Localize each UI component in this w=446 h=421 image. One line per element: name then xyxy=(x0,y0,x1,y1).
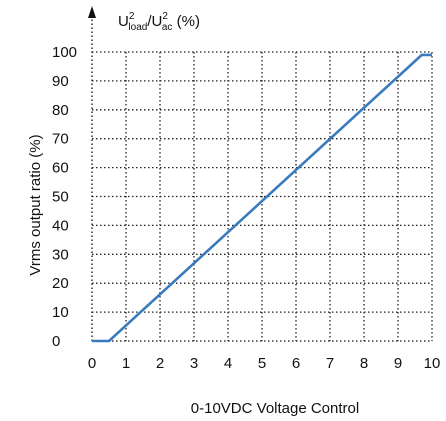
y-axis-top-label: U2 load/U2 ac (%) xyxy=(118,11,200,33)
y-tick-label-60: 60 xyxy=(52,160,69,177)
x-tick-label-8: 8 xyxy=(360,355,368,372)
top-label-slash: /U xyxy=(147,13,162,30)
x-tick-label-1: 1 xyxy=(122,355,130,372)
x-tick-label-10: 10 xyxy=(424,355,441,372)
y-axis-label: Vrms output ratio (%) xyxy=(27,134,44,275)
x-tick-label-6: 6 xyxy=(292,355,300,372)
y-tick-label-50: 50 xyxy=(52,189,69,206)
x-tick-label-4: 4 xyxy=(224,355,232,372)
x-tick-label-3: 3 xyxy=(190,355,198,372)
axes xyxy=(88,6,432,342)
series-line-0 xyxy=(92,53,432,343)
y-tick-label-10: 10 xyxy=(52,304,69,321)
top-label-sup1: 2 xyxy=(129,11,135,22)
top-label-base1: U xyxy=(118,13,129,30)
grid xyxy=(92,51,433,341)
top-label-suffix: (%) xyxy=(172,13,200,30)
x-tick-label-0: 0 xyxy=(88,355,96,372)
x-ticks: 0 1 2 3 4 5 6 7 8 9 10 xyxy=(88,355,441,372)
y-axis-arrow-icon xyxy=(88,6,96,18)
y-tick-label-100: 100 xyxy=(52,44,77,61)
y-tick-label-80: 80 xyxy=(52,102,69,119)
y-tick-label-0: 0 xyxy=(52,333,60,350)
y-tick-label-20: 20 xyxy=(52,275,69,292)
top-label-sub2: ac xyxy=(162,22,173,33)
top-label-sub1: load xyxy=(128,22,147,33)
y-tick-label-30: 30 xyxy=(52,246,69,263)
y-tick-label-90: 90 xyxy=(52,73,69,90)
series-group xyxy=(92,53,432,343)
y-tick-label-40: 40 xyxy=(52,217,69,234)
x-tick-label-7: 7 xyxy=(326,355,334,372)
x-tick-label-9: 9 xyxy=(394,355,402,372)
x-tick-label-5: 5 xyxy=(258,355,266,372)
top-label-sup2: 2 xyxy=(162,11,168,22)
x-axis-label: 0-10VDC Voltage Control xyxy=(191,400,359,417)
y-tick-label-70: 70 xyxy=(52,131,69,148)
x-tick-label-2: 2 xyxy=(156,355,164,372)
y-ticks: 0 10 20 30 40 50 60 70 80 90 100 xyxy=(52,44,77,350)
